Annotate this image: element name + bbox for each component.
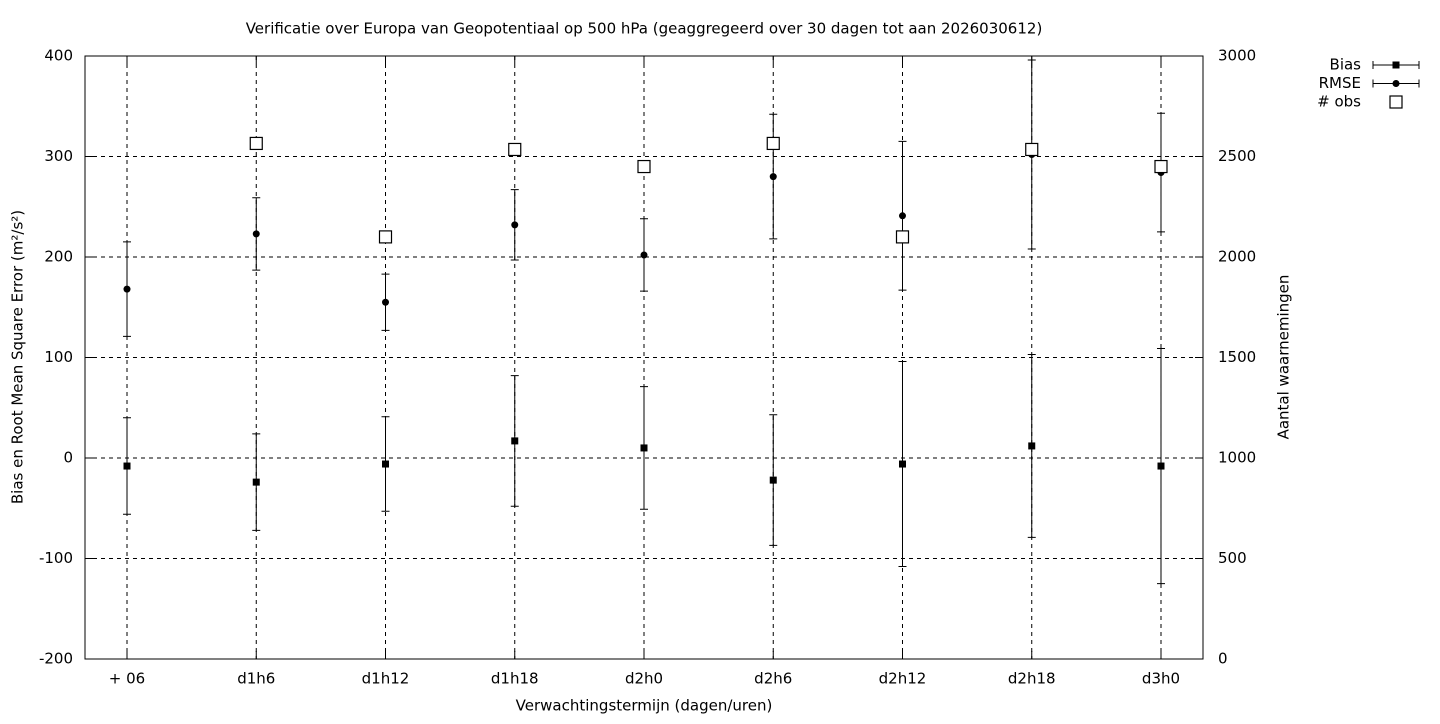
x-tick-label: + 06 [109,670,145,688]
plot-border [84,55,1204,660]
rmse-marker [898,212,906,220]
obs-marker [378,230,393,244]
y-axis-label: Bias en Root Mean Square Error (m²/s²) [9,210,27,504]
y-tick-label: -100 [39,549,73,567]
y2-tick-label: 500 [1218,549,1247,567]
obs-marker [637,159,651,174]
legend-label: RMSE [1319,74,1361,92]
bias-marker [382,460,390,468]
rmse-marker [511,221,519,229]
bias-marker [640,444,648,452]
obs-marker [249,136,263,151]
y2-tick-label: 2500 [1218,147,1256,165]
rmse-marker [123,285,131,293]
x-tick-label: d2h6 [754,670,792,688]
obs-marker [895,230,910,244]
bias-marker [252,478,260,486]
rmse-marker [382,298,390,306]
y-tick-label: 200 [44,248,73,266]
y-tick-label: 0 [63,449,73,467]
x-tick-label: d1h12 [362,670,410,688]
bias-marker [1028,442,1036,450]
bias-marker [898,460,906,468]
y-tick-label: -200 [39,650,73,668]
chart-title: Verificatie over Europa van Geopotentiaa… [246,20,1043,38]
y2-tick-label: 3000 [1218,47,1256,65]
bias-marker [769,476,777,484]
rmse-marker [769,173,777,181]
legend-marker [1389,95,1403,109]
y2-tick-label: 2000 [1218,248,1256,266]
x-tick-label: d3h0 [1142,670,1180,688]
obs-marker [1025,142,1039,157]
x-axis-label: Verwachtingstermijn (dagen/uren) [516,697,773,715]
obs-marker [766,136,780,151]
legend-label: Bias [1330,56,1362,74]
rmse-marker [252,230,260,238]
x-tick-label: d2h0 [625,670,663,688]
x-tick-label: d2h18 [1008,670,1056,688]
y2-tick-label: 0 [1218,650,1228,668]
legend-marker [1392,80,1400,87]
bias-marker [511,437,519,445]
bias-marker [123,462,131,470]
y2-tick-label: 1500 [1218,348,1256,366]
obs-marker [1154,159,1168,174]
rmse-marker [640,251,648,259]
y2-tick-label: 1000 [1218,449,1256,467]
legend-label: # obs [1317,93,1361,111]
y-tick-label: 100 [44,348,73,366]
y2-axis-label: Aantal waarnemingen [1275,275,1293,440]
y-tick-label: 400 [44,47,73,65]
x-tick-label: d1h18 [491,670,539,688]
bias-marker [1157,462,1165,470]
y-tick-label: 300 [44,147,73,165]
obs-marker [508,142,522,157]
legend-marker [1392,61,1400,69]
x-tick-label: d2h12 [879,670,927,688]
x-tick-label: d1h6 [237,670,275,688]
